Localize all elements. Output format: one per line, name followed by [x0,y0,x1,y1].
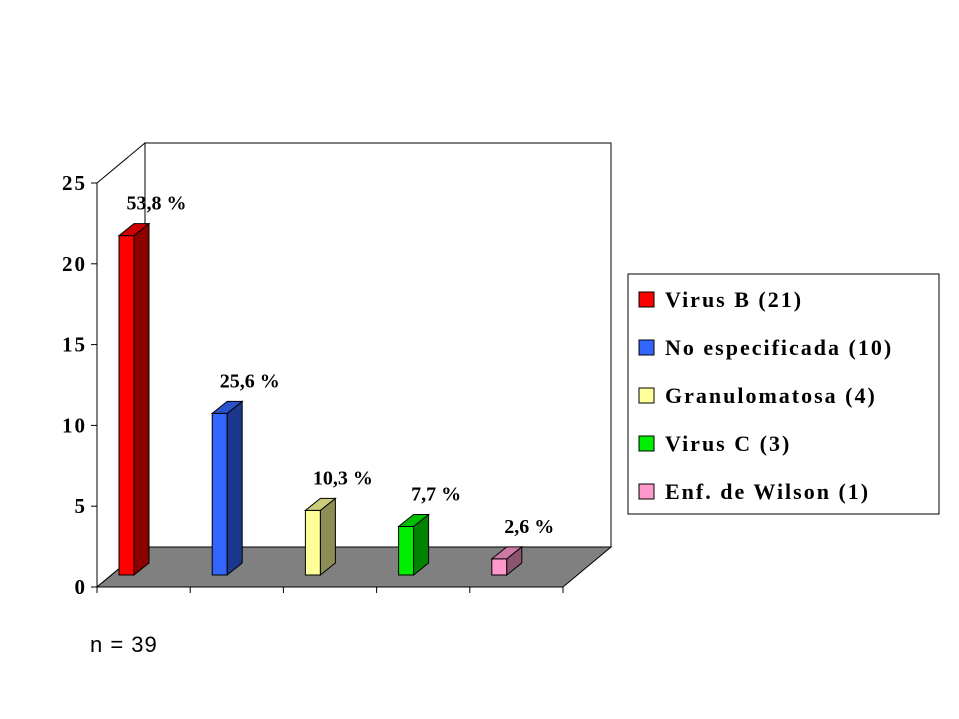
floor-plane [95,546,613,588]
legend-swatch [638,435,655,452]
legend: Virus B (21) No especificada (10) Granulom… [627,273,940,515]
x-axis [96,586,564,593]
legend-item: Virus C (3) [638,431,791,456]
data-label: 7,7 % [411,484,461,506]
legend-swatch [638,291,655,308]
legend-item: Granulomatosa (4) [638,383,877,408]
y-tick-label: 5 [75,494,88,518]
bar-top [117,223,151,237]
bar-side [226,400,243,577]
bar-side [319,497,336,577]
y-tick-label: 0 [75,575,88,599]
legend-item: Enf. de Wilson (1) [638,479,870,504]
y-tick-label: 25 [62,171,87,195]
legend-item: Virus B (21) [638,287,803,312]
y-axis: 0 5 10 15 20 25 [62,171,98,599]
y-tick-label: 15 [62,333,87,357]
legend-box [627,273,940,515]
bar [303,497,337,577]
bar-side [133,222,150,577]
data-label: 2,6 % [504,516,554,538]
y-tick-label: 20 [62,252,87,276]
data-label: 10,3 % [313,467,373,489]
data-label: 53,8 % [127,193,187,215]
bar-top [210,400,244,414]
legend-label: Virus B (21) [665,287,803,312]
bar-front [211,412,228,576]
bar-front [491,558,508,576]
legend-label: Enf. de Wilson (1) [665,479,870,504]
bar [210,400,244,577]
bar [397,513,431,577]
bar-front [398,526,415,576]
legend-swatch [638,387,655,404]
bar-front [118,235,135,576]
bar-top [490,546,524,560]
legend-swatch [638,483,655,500]
bar [490,545,524,577]
y-tick-label: 10 [62,413,87,437]
bars [117,222,524,577]
legend-label: Virus C (3) [665,431,791,456]
legend-label: No especificada (10) [665,335,893,360]
legend-label: Granulomatosa (4) [665,383,877,408]
bar [117,222,151,577]
bar-front [304,509,321,576]
bar-top [397,514,431,528]
sample-size-note: n = 39 [90,632,158,657]
data-labels: 53,8 % 25,6 % 10,3 % 7,7 % 2,6 % [127,193,555,538]
chart-floor [95,546,613,588]
legend-swatch [638,339,655,356]
data-label: 25,6 % [220,370,280,392]
legend-item: No especificada (10) [638,335,893,360]
bar-top [303,497,337,511]
